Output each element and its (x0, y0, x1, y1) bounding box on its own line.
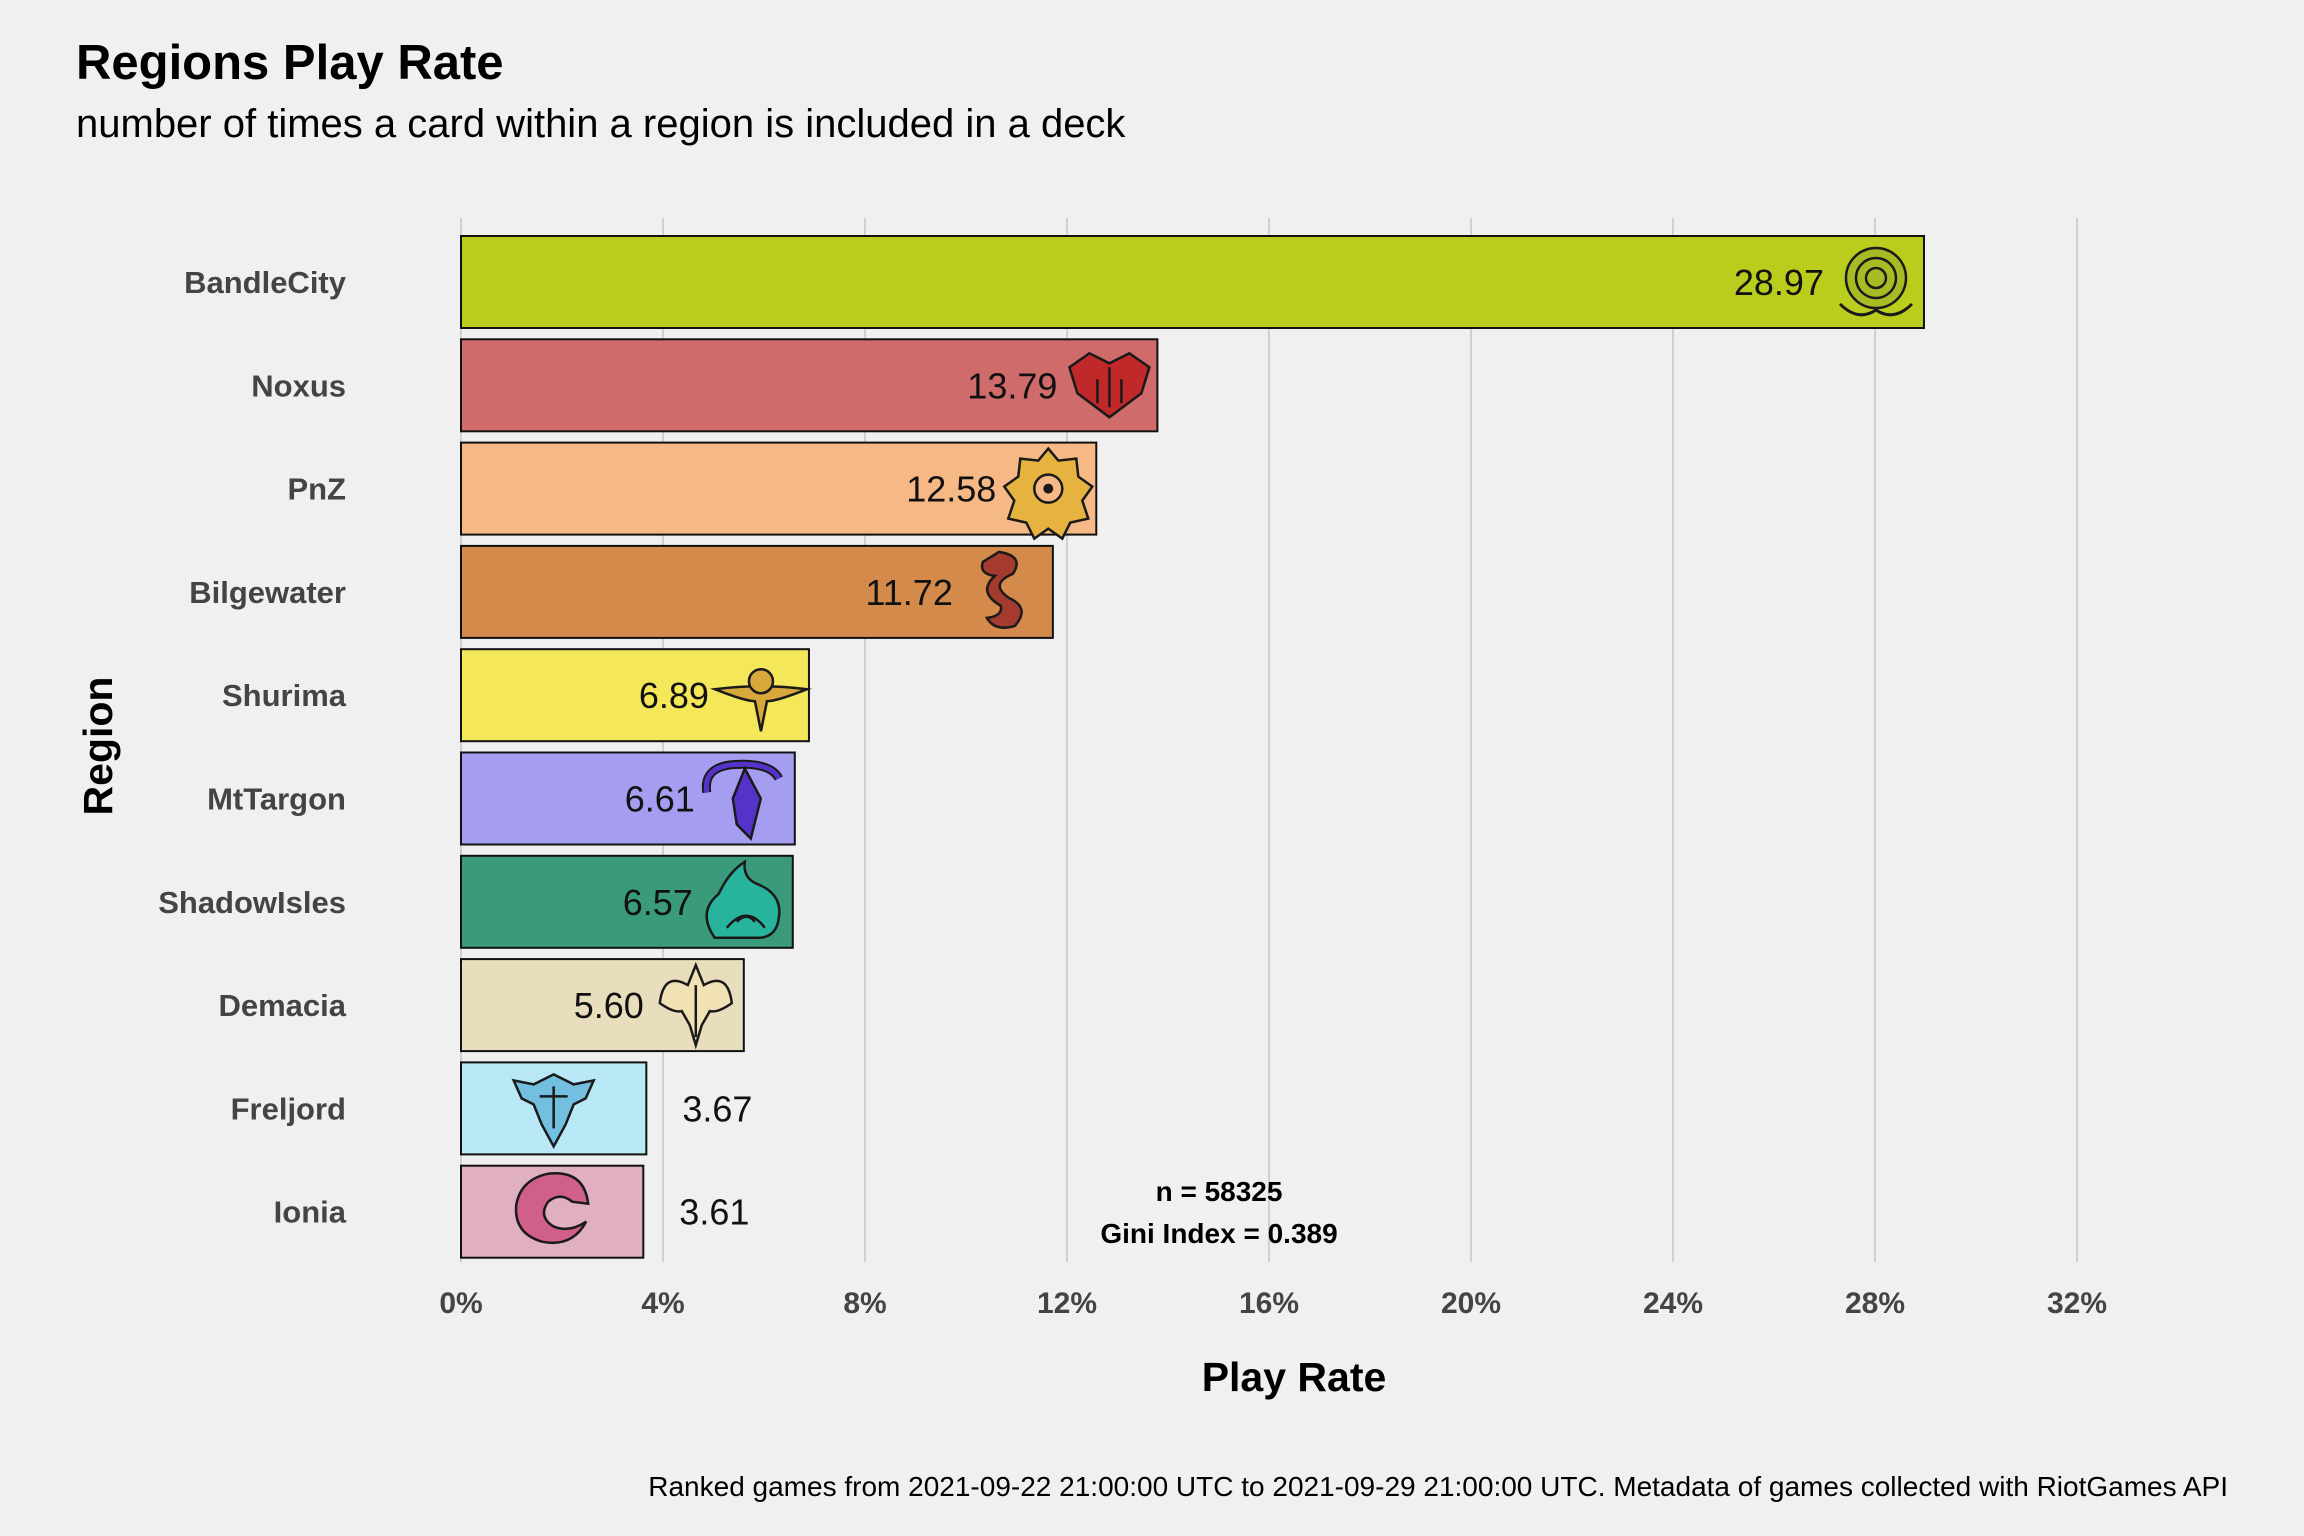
freljord-icon (511, 1073, 596, 1150)
x-tick-label: 4% (641, 1287, 684, 1320)
category-label: Noxus (251, 368, 346, 403)
category-label: Ionia (274, 1195, 347, 1230)
value-label: 6.61 (625, 779, 695, 820)
value-label: 6.57 (623, 882, 693, 923)
value-labels: 28.97 13.79 12.58 11.72 6.89 6.61 6.57 5.60 3.67… (574, 262, 1824, 1233)
category-label: Shurima (222, 678, 347, 713)
annotation-gini: Gini Index = 0.389 (1100, 1218, 1337, 1249)
value-label: 3.67 (682, 1088, 752, 1129)
value-label: 6.89 (639, 675, 709, 716)
category-label: Demacia (218, 988, 346, 1023)
noxus-icon (1067, 351, 1151, 419)
bandlecity-icon (1838, 246, 1914, 317)
x-tick-label: 16% (1239, 1287, 1299, 1320)
category-label: Freljord (231, 1091, 346, 1126)
category-label: ShadowIsles (158, 885, 346, 920)
chart-caption: Ranked games from 2021-09-22 21:00:00 UT… (648, 1471, 2228, 1502)
shurima-icon (710, 667, 812, 732)
bar (460, 235, 1925, 329)
x-tick-label: 12% (1037, 1287, 1097, 1320)
y-axis-title: Region (75, 677, 121, 816)
value-label: 28.97 (1734, 262, 1824, 303)
value-label: 11.72 (865, 572, 952, 613)
pnz-icon (1002, 446, 1095, 541)
bars (460, 235, 1925, 1259)
category-label: BandleCity (184, 265, 347, 300)
x-axis-title: Play Rate (1202, 1354, 1387, 1400)
category-labels: BandleCity Noxus PnZ Bilgewater Shurima MtTar… (158, 265, 347, 1230)
category-label: PnZ (287, 472, 346, 507)
value-label: 13.79 (967, 365, 1057, 406)
x-tick-label: 32% (2047, 1287, 2107, 1320)
chart-subtitle: number of times a card within a region i… (76, 102, 1126, 146)
category-label: MtTargon (207, 782, 346, 817)
demacia-icon (658, 961, 734, 1050)
category-label: Bilgewater (189, 575, 346, 610)
x-tick-label: 24% (1643, 1287, 1703, 1320)
x-tick-label: 0% (439, 1287, 482, 1320)
x-tick-label: 8% (843, 1287, 886, 1320)
shadowisles-icon (705, 859, 781, 940)
chart-title: Regions Play Rate (76, 36, 504, 90)
x-tick-label: 20% (1441, 1287, 1501, 1320)
annotation-n: n = 58325 (1156, 1176, 1283, 1207)
bilgewater-icon (980, 550, 1023, 629)
bar (460, 544, 1054, 639)
bar (460, 441, 1098, 536)
x-tick-label: 28% (1845, 1287, 1905, 1320)
mttargon-icon (701, 759, 783, 841)
value-label: 12.58 (906, 469, 996, 510)
ionia-icon (514, 1172, 590, 1244)
x-tick-labels: 0% 4% 8% 12% 16% 20% 24% 28% 32% (439, 1287, 2107, 1320)
value-label: 5.60 (574, 985, 644, 1026)
bar (460, 338, 1159, 433)
value-label: 3.61 (679, 1192, 749, 1233)
